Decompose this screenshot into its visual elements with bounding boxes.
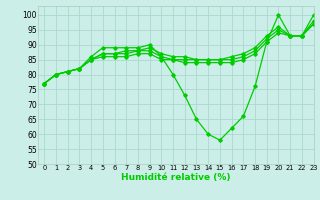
X-axis label: Humidité relative (%): Humidité relative (%): [121, 173, 231, 182]
